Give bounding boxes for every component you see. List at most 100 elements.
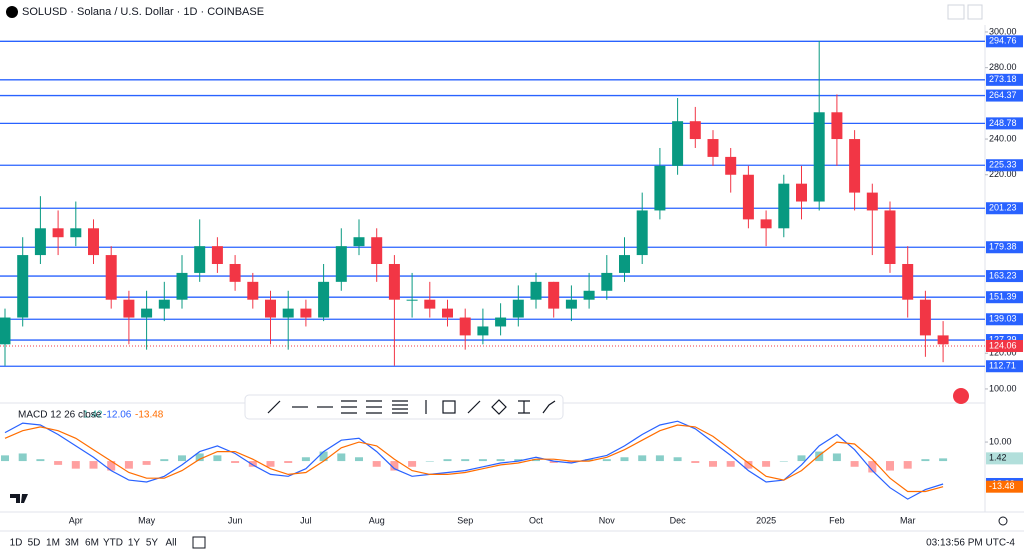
- candle-body: [884, 210, 896, 264]
- maximize-button[interactable]: [967, 4, 983, 20]
- candle-body: [742, 174, 754, 220]
- histogram-bar: [496, 459, 505, 462]
- candle-body: [902, 263, 914, 300]
- date-range-icon[interactable]: [192, 536, 206, 549]
- x-tick-label: Jul: [300, 515, 312, 525]
- histogram-bar: [301, 457, 310, 462]
- candle-body: [211, 246, 223, 264]
- candle-body: [229, 263, 241, 282]
- timeframe-button[interactable]: All: [165, 538, 176, 549]
- timeframe-button[interactable]: 1Y: [128, 538, 141, 549]
- candle-body: [512, 299, 524, 318]
- candle-body: [778, 183, 790, 229]
- histogram-bar: [266, 461, 275, 467]
- y-tick-label: 300.00: [989, 26, 1017, 36]
- histogram-bar: [638, 455, 647, 462]
- histogram-bar: [142, 461, 151, 465]
- parallel-channel-tool[interactable]: [341, 400, 357, 414]
- histogram-bar: [213, 455, 222, 462]
- histogram-bar: [319, 451, 328, 462]
- histogram-bar: [797, 455, 806, 462]
- rectangle-tool[interactable]: [442, 400, 456, 414]
- macd-header-value: 1.42: [83, 410, 103, 421]
- measure-tool[interactable]: [518, 400, 530, 414]
- histogram-bar: [443, 459, 452, 462]
- level-label-box: [986, 202, 1023, 215]
- candle-body: [601, 272, 613, 291]
- timeframe-button[interactable]: 3M: [65, 538, 79, 549]
- histogram-bar: [124, 461, 133, 469]
- candle-body: [265, 299, 276, 318]
- candle-body: [813, 112, 825, 202]
- x-tick-label: Mar: [900, 515, 916, 525]
- histogram-bar: [461, 459, 470, 462]
- candle-body: [70, 228, 82, 238]
- timeframe-button[interactable]: 6M: [85, 538, 99, 549]
- x-tick-label: Apr: [69, 515, 83, 525]
- timeframe-button[interactable]: 1M: [46, 538, 60, 549]
- histogram-bar: [160, 459, 169, 462]
- histogram-bar: [655, 455, 664, 462]
- candle-body: [353, 237, 365, 247]
- x-tick-label: Nov: [599, 515, 616, 525]
- panes: 100.00 120.00 220.00 240.00 280.00 300.00 Apr M…: [0, 26, 1023, 525]
- candle-body: [282, 308, 294, 318]
- path-tool[interactable]: [491, 399, 507, 415]
- fib-tool[interactable]: [392, 400, 408, 414]
- timeframe-button[interactable]: 5D: [28, 538, 41, 549]
- histogram-bar: [939, 458, 948, 462]
- histogram-bar: [744, 461, 753, 469]
- candle-body: [88, 228, 99, 256]
- clock: 03:13:56 PM UTC-4: [926, 538, 1015, 549]
- candle-body: [866, 192, 878, 211]
- histogram-bar: [89, 461, 98, 469]
- histogram-bar: [408, 461, 417, 467]
- candle-body: [123, 299, 135, 318]
- pitchfork-tool[interactable]: [366, 400, 382, 414]
- download-button[interactable]: [947, 4, 965, 20]
- macd-title: MACD 12 26 close: [18, 410, 102, 421]
- histogram-bar: [726, 461, 735, 467]
- flag-icon[interactable]: [953, 388, 969, 404]
- level-label-box: [986, 35, 1023, 48]
- histogram-bar: [602, 459, 611, 462]
- histogram-bar: [54, 461, 63, 465]
- histogram-bar: [178, 455, 186, 462]
- level-label: 294.76: [989, 36, 1017, 46]
- level-label: 112.71: [989, 361, 1016, 371]
- timeframe-button[interactable]: 5Y: [146, 538, 159, 549]
- x-tick-label: Aug: [369, 515, 385, 525]
- polyline-tool[interactable]: [542, 400, 556, 414]
- histogram-bar: [620, 457, 629, 462]
- macd-value-box: [986, 452, 1023, 465]
- brush-tool[interactable]: [467, 400, 481, 414]
- timeframe-button[interactable]: 1D: [10, 538, 23, 549]
- histogram-bar: [779, 461, 788, 462]
- level-label: 225.33: [989, 160, 1017, 170]
- timeframe-button[interactable]: YTD: [103, 538, 123, 549]
- logo-mark: [10, 494, 28, 503]
- candle-body: [707, 139, 719, 157]
- histogram-bar: [815, 451, 824, 462]
- level-label: 273.18: [989, 74, 1017, 84]
- histogram-bar: [425, 461, 434, 462]
- level-label-box: [986, 89, 1023, 102]
- histogram-bar: [355, 457, 363, 462]
- candle-body: [34, 228, 46, 256]
- histogram-bar: [868, 461, 877, 473]
- level-label-box: [986, 313, 1023, 326]
- symbol-title: SOLUSD · Solana / U.S. Dollar · 1D · COI…: [22, 6, 264, 18]
- histogram-bar: [195, 453, 204, 462]
- settings-icon[interactable]: [998, 516, 1008, 526]
- trend-line-tool[interactable]: [267, 400, 281, 414]
- candle-body: [919, 299, 931, 336]
- drawing-toolbar: [244, 394, 564, 420]
- level-label-box: [986, 270, 1023, 283]
- candle-body: [442, 308, 453, 318]
- macd-value-box: [986, 480, 1023, 493]
- last-price-label: 124.06: [989, 340, 1017, 350]
- x-tick-label: Sep: [457, 515, 473, 525]
- candle-body: [371, 237, 383, 264]
- histogram-bar: [337, 453, 346, 462]
